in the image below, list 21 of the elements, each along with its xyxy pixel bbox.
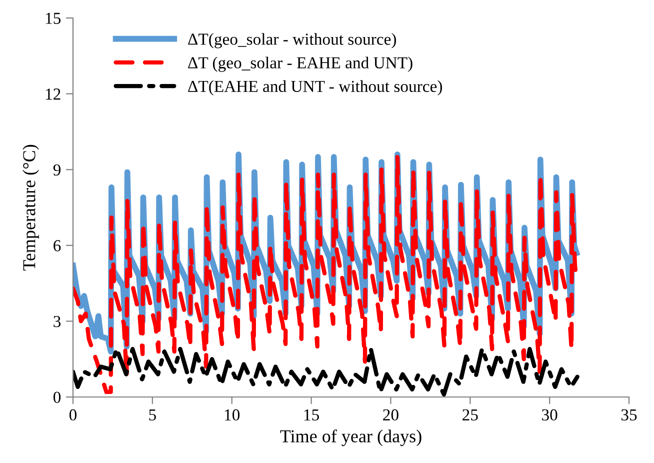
y-tick-label: 12 [46,88,60,100]
legend-label: ΔT(EAHE and UNT - without source) [188,80,442,96]
y-tick-label: 6 [54,240,61,252]
y-tick-label: 9 [53,164,61,176]
x-tick-label: 5 [149,409,156,421]
y-tick-label: 15 [46,12,61,24]
y-tick-label: 3 [54,316,61,328]
line-series [73,154,579,394]
x-axis-title: Time of year (days) [280,429,422,446]
x-tick-label: 10 [224,409,240,421]
x-tick-label: 20 [383,409,398,421]
x-tick-label: 0 [69,409,77,421]
legend-label: ΔT(geo_solar - without source) [188,33,396,48]
x-tick-label: 25 [462,409,478,421]
line-series [73,346,580,397]
x-tick-label: 35 [621,409,637,421]
x-tick-label: 30 [542,409,558,421]
y-tick-label: 0 [53,392,61,403]
x-tick-label: 15 [304,409,319,421]
y-axis-title: Temperature (°C) [22,144,39,271]
legend-label: ΔT (geo_solar - EAHE and UNT) [188,56,412,72]
